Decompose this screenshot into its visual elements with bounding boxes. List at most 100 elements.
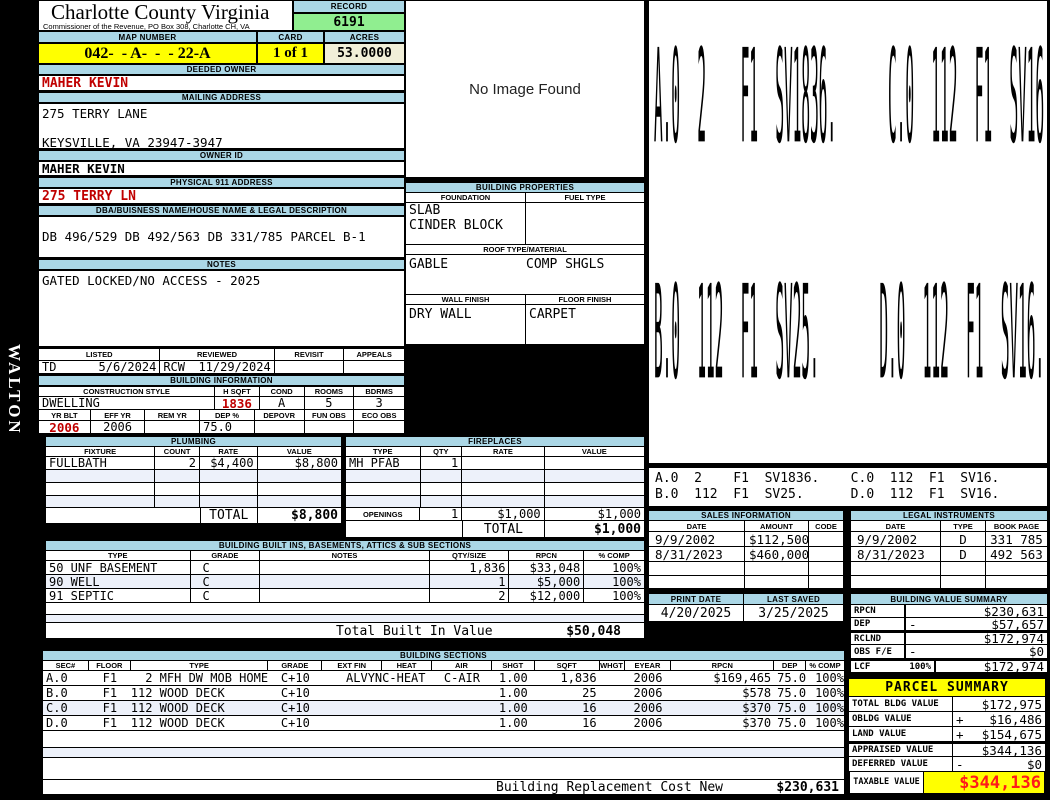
sketch-area[interactable]: A.0 2 F1 SV1836. C.0 112 F1 SV16. B.0 11… — [648, 0, 1048, 464]
funobs-header: FUN OBS — [304, 410, 355, 420]
building-sections-title: BUILDING SECTIONS — [42, 650, 845, 661]
parcel-summary: PARCEL SUMMARY TOTAL BLDG VALUE $172,975… — [848, 678, 1046, 795]
parcel-label: APPRAISED VALUE — [849, 744, 953, 756]
depovr-value — [255, 421, 305, 433]
bvs-title: BUILDING VALUE SUMMARY — [850, 593, 1048, 605]
map-number-value[interactable]: 042- - A- - - 22-A — [38, 43, 257, 64]
bi-rpcn: $33,048 — [509, 561, 585, 574]
table-row: ROOF TYPE/MATERIAL — [405, 245, 645, 255]
watermark-vertical: WALTON — [5, 344, 24, 436]
bi-qty-header: QTY/SIZE — [429, 551, 510, 560]
physical-address-field[interactable]: 275 TERRY LN — [38, 188, 405, 204]
table-row — [850, 576, 1048, 589]
legal-bookpage-header: BOOK PAGE — [986, 521, 1047, 531]
count-header: COUNT — [155, 447, 200, 456]
rate-header: RATE — [199, 447, 258, 456]
fireplaces-total-label: TOTAL — [462, 521, 545, 537]
table-row: WALL FINISH FLOOR FINISH — [405, 295, 645, 305]
foundation-value-2: CINDER BLOCK — [409, 218, 503, 233]
openings-qty: 1 — [420, 508, 463, 520]
table-row — [45, 615, 645, 623]
sec-value: A.0 — [46, 671, 68, 685]
sqft-value: 1,836 — [560, 671, 597, 685]
fireplaces-total-value: $1,000 — [594, 521, 641, 537]
rooms-value: 5 — [305, 397, 355, 409]
legal-bookpage: 492 563 — [990, 547, 1043, 561]
commissioner-line: Commissioner of the Revenue, PO Box 308,… — [43, 22, 250, 31]
table-row: GABLE COMP SHGLS — [405, 255, 645, 295]
notes-label: NOTES — [38, 259, 405, 270]
card-value[interactable]: 1 of 1 — [257, 43, 324, 64]
legal-description-field[interactable]: DB 496/529 DB 492/563 DB 331/785 PARCEL … — [38, 216, 405, 258]
fueltype-value — [526, 203, 644, 244]
table-row: 91 SEPTIC C 2 $12,000 100% — [45, 589, 645, 603]
table-row: FOUNDATION FUEL TYPE — [405, 193, 645, 203]
builtins-table: BUILDING BUILT INS, BASEMENTS, ATTICS & … — [45, 540, 645, 639]
grade-header: GRADE — [268, 661, 323, 670]
table-row: SEC# FLOOR TYPE GRADE EXT FIN HEAT AIR S… — [42, 661, 845, 671]
record-value[interactable]: 6191 — [293, 13, 405, 31]
sales-title: SALES INFORMATION — [648, 510, 844, 521]
replacement-cost-label: Building Replacement Cost New — [496, 780, 723, 795]
reviewed-header: REVIEWED — [160, 349, 275, 360]
mailing-address-field[interactable]: 275 TERRY LANE KEYSVILLE, VA 23947-3947 — [38, 103, 405, 150]
legal-type: D — [941, 547, 986, 561]
owner-id-field[interactable]: MAHER KEVIN — [38, 161, 405, 176]
eyear-value: 2006 — [633, 671, 663, 685]
listed-by: TD — [42, 361, 57, 373]
building-value-summary: BUILDING VALUE SUMMARY RPCN $230,631 DEP… — [850, 593, 1048, 673]
shgt-value: 1.00 — [498, 671, 528, 685]
record-label: RECORD — [293, 0, 405, 13]
eyear-header: EYEAR — [624, 661, 672, 670]
legal-description: DB 496/529 DB 492/563 DB 331/785 PARCEL … — [42, 229, 366, 244]
bi-type-header: TYPE — [46, 551, 191, 560]
rooms-header: ROOMS — [304, 387, 355, 396]
fp-type-header: TYPE — [346, 447, 421, 456]
bvs-sign: - — [909, 618, 917, 630]
sale-amount: $112,500 — [745, 532, 809, 546]
bvs-sign: - — [909, 645, 917, 658]
roof-material-value: COMP SHGLS — [526, 257, 605, 272]
map-number-label: MAP NUMBER — [38, 31, 257, 43]
rpcn-header: RPCN — [671, 661, 775, 670]
bi-type: 91 SEPTIC — [46, 589, 191, 602]
deeded-owner-field[interactable]: MAHER KEVIN — [38, 75, 405, 91]
sales-table: SALES INFORMATION DATE AMOUNT CODE 9/9/2… — [648, 510, 844, 589]
bi-comp: 100% — [612, 589, 641, 602]
bi-grade: C — [191, 575, 261, 588]
bi-comp: 100% — [612, 575, 641, 588]
sqft-value: 16 — [582, 701, 597, 715]
building-properties: BUILDING PROPERTIES FOUNDATION FUEL TYPE… — [405, 182, 645, 345]
revisit-header: REVISIT — [274, 349, 345, 360]
mailing-line-2: KEYSVILLE, VA 23947-3947 — [42, 135, 223, 150]
legal-title: LEGAL INSTRUMENTS — [850, 510, 1048, 521]
floor-value: F1 — [102, 701, 118, 715]
type-value: 112 WOOD DECK — [130, 686, 225, 700]
bi-rpcn: $12,000 — [509, 589, 585, 602]
dep-value: 75.0 — [777, 686, 807, 700]
floorfinish-value: CARPET — [529, 307, 576, 322]
table-row — [42, 748, 845, 758]
extfin-header: EXT FIN — [322, 661, 383, 670]
sketch-legend-line-1: A.0 2 F1 SV1836. C.0 112 F1 SV16. — [655, 471, 1000, 486]
table-row: SLAB CINDER BLOCK — [405, 203, 645, 245]
hsqft-value: 1836 — [215, 397, 260, 409]
table-row: PRINT DATE LAST SAVED — [648, 593, 844, 605]
taxable-value-amount: $344,136 — [959, 772, 1041, 793]
shgt-header: SHGT — [491, 661, 535, 670]
print-date-label: PRINT DATE — [648, 593, 744, 605]
table-row: MH PFAB 1 — [345, 457, 645, 470]
rpcn-value: $578 — [742, 686, 772, 700]
acres-value[interactable]: 53.0000 — [324, 43, 405, 64]
notes-field[interactable]: GATED LOCKED/NO ACCESS - 2025 — [38, 270, 405, 347]
heat-value: C-HEAT — [382, 671, 426, 685]
building-properties-title: BUILDING PROPERTIES — [405, 182, 645, 193]
sec-header: SEC# — [43, 661, 89, 670]
fireplaces-table: FIREPLACES TYPE QTY RATE VALUE MH PFAB 1… — [345, 436, 645, 538]
grade-value: C+10 — [280, 716, 310, 730]
appeals-value — [344, 361, 404, 373]
photo-placeholder[interactable]: No Image Found — [405, 0, 645, 178]
grade-value: C+10 — [280, 671, 310, 685]
yrblt-header: YR BLT — [39, 410, 91, 420]
